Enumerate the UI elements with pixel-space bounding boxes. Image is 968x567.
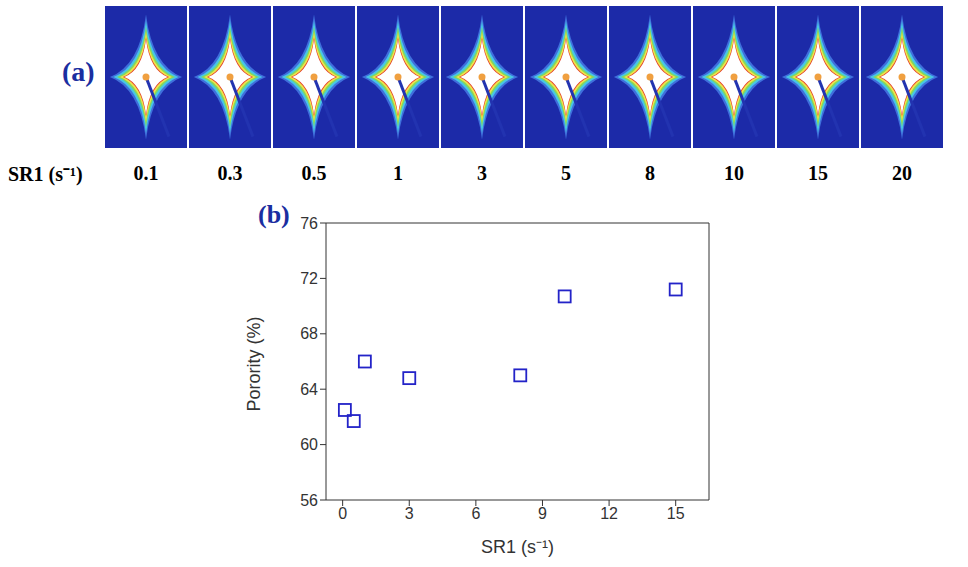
- svg-text:Porority (%): Porority (%): [244, 316, 264, 411]
- html-text:10: 10: [724, 162, 744, 184]
- html-text:5: 5: [561, 162, 571, 184]
- html-text:1: 1: [393, 162, 403, 184]
- svg-text:60: 60: [300, 436, 318, 453]
- svg-text:0: 0: [338, 505, 347, 522]
- svg-text:68: 68: [300, 325, 318, 342]
- html-text:0.5: 0.5: [301, 162, 327, 184]
- html-text:20: 20: [892, 162, 912, 184]
- svg-text:SR1 (s⁻¹): SR1 (s⁻¹): [481, 537, 554, 557]
- html-text:(a): (a): [62, 56, 95, 87]
- html-text:8: 8: [645, 162, 655, 184]
- svg-text:3: 3: [405, 505, 414, 522]
- svg-text:64: 64: [300, 381, 318, 398]
- html-text:SR1 (s⁻¹): SR1 (s⁻¹): [8, 163, 83, 185]
- svg-text:56: 56: [300, 492, 318, 509]
- html-text:0.3: 0.3: [217, 162, 243, 184]
- svg-text:12: 12: [600, 505, 618, 522]
- html-text:(b): (b): [258, 200, 290, 229]
- svg-text:72: 72: [300, 270, 318, 287]
- html-text:15: 15: [808, 162, 828, 184]
- svg-text:15: 15: [667, 505, 685, 522]
- html-text:0.1: 0.1: [133, 162, 159, 184]
- svg-text:6: 6: [471, 505, 480, 522]
- html-text:3: 3: [477, 162, 487, 184]
- svg-text:9: 9: [538, 505, 547, 522]
- svg-text:76: 76: [300, 215, 318, 232]
